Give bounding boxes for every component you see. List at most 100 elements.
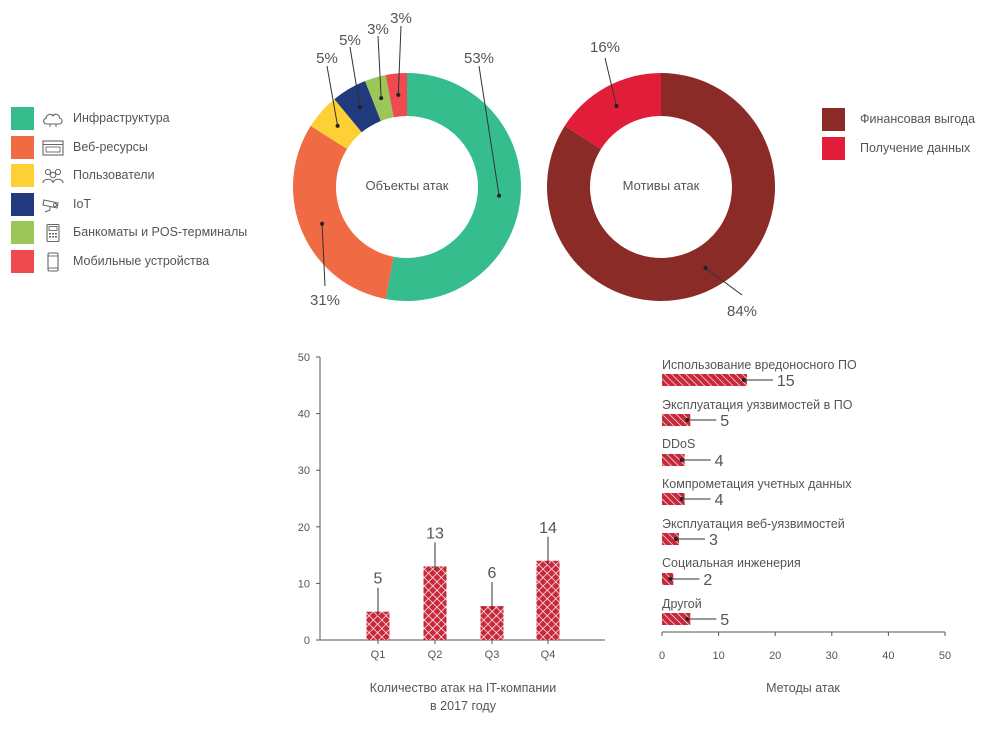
users-icon <box>42 169 64 184</box>
leader-line <box>397 25 402 95</box>
donut-slice <box>334 81 381 133</box>
leader-line <box>478 65 500 196</box>
bar <box>662 573 674 585</box>
x-tick-label: 0 <box>659 650 665 662</box>
y-tick-label: 0 <box>304 635 310 647</box>
bar <box>662 374 747 386</box>
leader-line <box>705 267 743 296</box>
leader-line <box>326 65 339 126</box>
browser-icon <box>42 140 64 156</box>
motives-donut-center-label: Мотивы атак <box>623 178 700 193</box>
leader-dot <box>379 96 384 101</box>
bar <box>662 613 691 625</box>
bar-value-label: 3 <box>709 532 718 549</box>
bar <box>480 606 504 640</box>
x-tick-label: Q1 <box>371 649 386 661</box>
leader-dot <box>357 105 362 110</box>
x-tick-label: 10 <box>712 650 724 662</box>
bar-value-label: 15 <box>777 373 795 390</box>
donut-slice <box>293 125 394 299</box>
category-label: Другой <box>662 597 702 611</box>
targets-donut-center-label: Объекты атак <box>366 178 449 193</box>
bar-value-label: 13 <box>426 525 444 542</box>
x-tick-label: 50 <box>939 650 951 662</box>
category-label: DDoS <box>662 437 695 451</box>
leader-line <box>604 57 617 107</box>
legend-label: Финансовая выгода <box>860 112 976 126</box>
x-tick-label: Q4 <box>541 649 556 661</box>
leader-line <box>377 35 382 99</box>
legend-swatch <box>11 221 34 245</box>
bar <box>366 611 390 640</box>
category-label: Эксплуатация уязвимостей в ПО <box>662 398 853 412</box>
category-label: Использование вредоносного ПО <box>662 358 857 372</box>
phone-icon <box>47 252 59 272</box>
y-tick-label: 20 <box>298 522 310 534</box>
donut-slice <box>385 73 521 301</box>
leader-dot <box>497 193 502 198</box>
donut-slice <box>310 99 362 149</box>
legend-swatch <box>11 192 34 216</box>
leader-dot <box>614 103 619 108</box>
legend-swatch <box>822 108 845 131</box>
slice-value-label: 3% <box>390 10 412 27</box>
legend-swatch <box>11 107 34 130</box>
leader-dot <box>335 123 340 128</box>
y-tick-label: 40 <box>298 409 310 421</box>
y-tick-label: 30 <box>298 465 310 477</box>
leader-dot <box>320 221 325 226</box>
slice-value-label: 84% <box>727 303 757 320</box>
bar-value-label: 5 <box>720 612 729 629</box>
slice-value-label: 5% <box>316 50 338 67</box>
category-label: Социальная инженерия <box>662 556 801 570</box>
y-tick-label: 50 <box>298 352 310 364</box>
methods-chart-title: Методы атак <box>766 681 840 695</box>
bar-value-label: 14 <box>539 520 557 537</box>
legend-swatch <box>11 135 34 159</box>
slice-value-label: 16% <box>590 39 620 56</box>
x-tick-label: Q3 <box>485 649 500 661</box>
leader-dot <box>396 92 401 97</box>
slice-value-label: 5% <box>339 32 361 49</box>
bar <box>662 454 685 466</box>
legend-swatch <box>11 249 34 273</box>
quarterly-chart-title-line2: в 2017 году <box>430 699 497 713</box>
x-tick-label: 30 <box>826 650 838 662</box>
leader-line <box>321 223 326 287</box>
bar <box>423 566 447 640</box>
quarterly-attacks-bar-chart: 0 10 20 30 40 50 5 Q1 13 Q2 6 Q3 14 Q4 <box>298 352 605 661</box>
legend-label: Мобильные устройства <box>73 253 210 268</box>
donut-slice <box>564 73 661 149</box>
bar <box>662 493 685 505</box>
legend-label: Инфраструктура <box>73 111 170 125</box>
bar-value-label: 4 <box>715 453 724 470</box>
slice-value-label: 31% <box>310 292 340 309</box>
legend-swatch <box>11 164 34 188</box>
quarterly-chart-title-line1: Количество атак на IT-компании <box>370 681 556 695</box>
legend-label: Банкоматы и POS-терминалы <box>73 225 248 240</box>
bar-value-label: 6 <box>488 565 497 582</box>
cloud-icon <box>43 113 63 127</box>
leader-line <box>349 46 361 108</box>
legend-label: IoT <box>73 196 92 211</box>
bar-value-label: 2 <box>703 572 712 589</box>
bar <box>662 414 691 426</box>
pos-terminal-icon <box>46 224 60 243</box>
bar-value-label: 4 <box>715 492 724 509</box>
y-tick-label: 10 <box>298 578 310 590</box>
bar <box>536 560 560 640</box>
bar <box>662 533 679 545</box>
legend-label: Веб-ресурсы <box>73 139 148 154</box>
legend-label: Пользователи <box>73 168 155 183</box>
slice-value-label: 53% <box>464 50 494 67</box>
camera-icon <box>42 199 59 213</box>
attack-methods-bar-chart: 0 10 20 30 40 50 Использование вредоносного ПО… <box>659 358 951 662</box>
legend-label: Получение данных <box>860 141 971 155</box>
motives-donut-chart: 84% 16% <box>547 39 776 320</box>
targets-donut-chart: 53% 31% 5%5% 3%3% <box>293 10 521 309</box>
bar-value-label: 5 <box>374 571 383 588</box>
x-tick-label: 40 <box>882 650 894 662</box>
category-label: Эксплуатация веб-уязвимостей <box>662 517 845 531</box>
category-label: Компрометация учетных данных <box>662 477 852 491</box>
